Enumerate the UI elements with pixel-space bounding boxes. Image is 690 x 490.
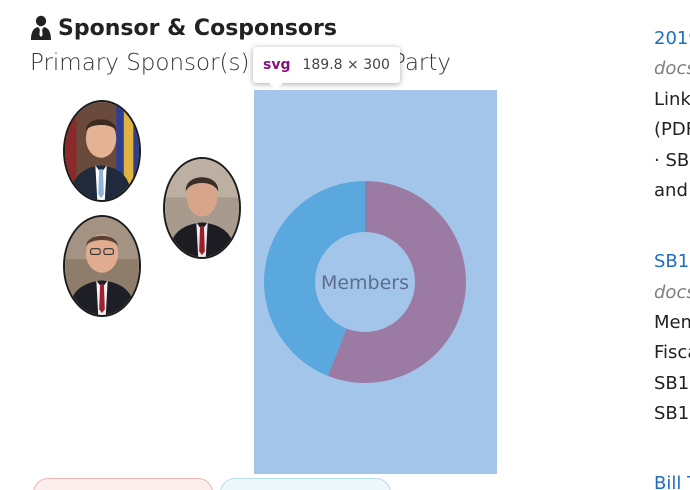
tooltip-dimensions: 189.8 × 300 <box>302 57 390 73</box>
members-donut-chart[interactable]: Members <box>254 90 497 474</box>
party-pill-red[interactable] <box>33 478 213 490</box>
person-icon <box>30 15 52 41</box>
doc-text-line: Fisca <box>654 342 690 363</box>
sponsor-heading-text: Sponsor & Cosponsors <box>58 15 337 41</box>
donut-slice-2[interactable] <box>263 181 365 376</box>
document-link-3[interactable]: Bill T <box>654 473 690 490</box>
doc-text-line: SB10 <box>654 373 690 394</box>
donut-center-label: Members <box>321 272 409 294</box>
element-inspector-tooltip: svg 189.8 × 300 <box>253 47 400 83</box>
document-link-2[interactable]: SB10 <box>654 251 690 272</box>
document-link-1[interactable]: 2019 <box>654 28 690 49</box>
tooltip-arrow <box>268 82 284 90</box>
doc-text-line: (PDF <box>654 119 690 140</box>
doc-text-line: SB10 <box>654 403 690 424</box>
doc-meta-2: docs <box>654 282 690 303</box>
sponsor-portrait-3[interactable] <box>63 215 141 317</box>
doc-text-line: and <box>654 180 688 201</box>
primary-sponsor-label: Primary Sponsor(s) <box>30 50 250 76</box>
doc-text-line: Mem <box>654 312 690 333</box>
sponsor-portrait-1[interactable] <box>63 100 141 202</box>
party-pill-blue[interactable] <box>220 478 391 490</box>
sponsor-portrait-2[interactable] <box>163 157 241 259</box>
doc-text-line: · SB1 <box>654 150 690 171</box>
party-label: Party <box>392 50 452 76</box>
right-column: 2019 docs Link (PDF · SB1 and SB10 docs … <box>654 0 690 490</box>
sponsor-section-title: Sponsor & Cosponsors <box>30 12 337 44</box>
donut-hole <box>315 232 415 332</box>
tooltip-tag: svg <box>263 57 291 73</box>
doc-text-line: Link <box>654 89 690 110</box>
doc-meta-1: docs <box>654 58 690 79</box>
